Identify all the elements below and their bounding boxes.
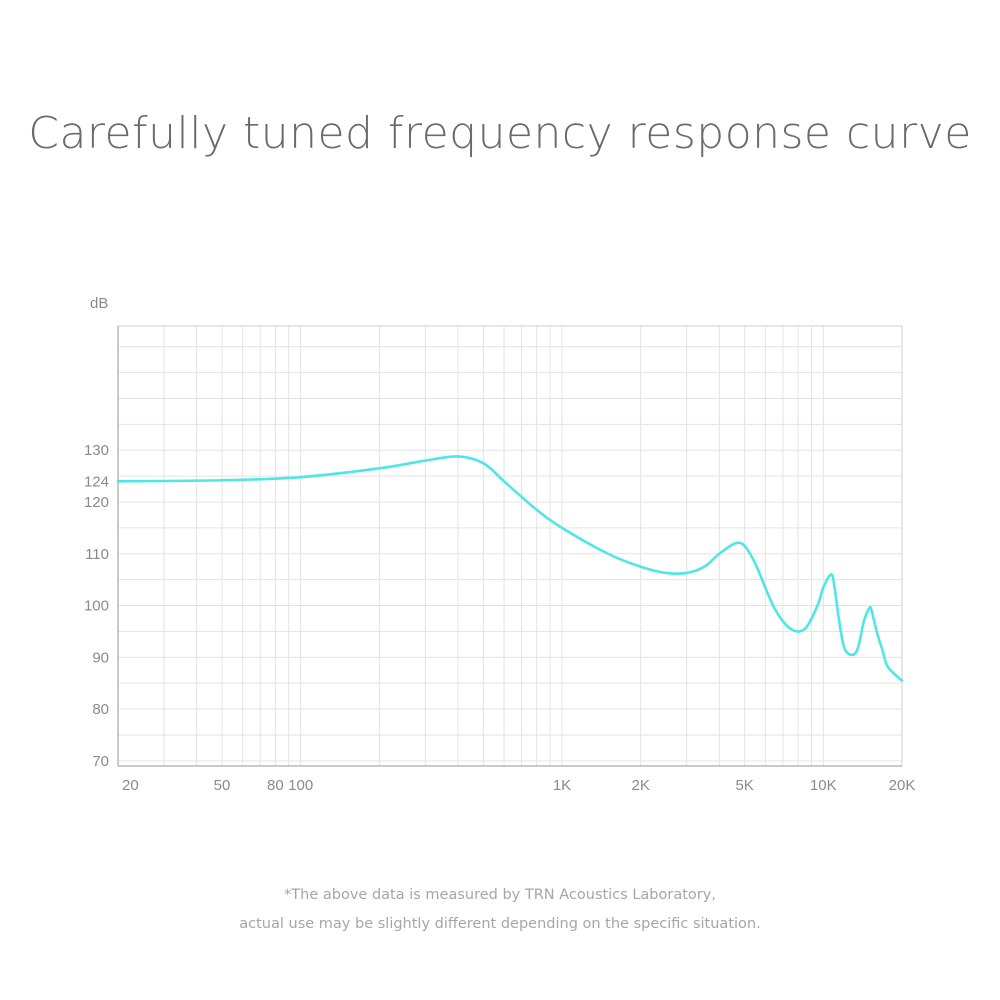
y-tick-label: 124	[84, 473, 109, 490]
x-tick-label: 10K	[810, 777, 837, 794]
y-tick-label: 120	[84, 494, 109, 511]
y-tick-labels: 70 80 90 100 110 120 124 130	[84, 442, 109, 770]
x-tick-label: 20	[122, 777, 139, 794]
chart-grid	[118, 326, 902, 766]
x-tick-label: 1K	[553, 777, 571, 794]
frequency-response-line	[116, 455, 904, 682]
y-tick-label: 110	[85, 546, 109, 563]
footnote-line-1: *The above data is measured by TRN Acous…	[284, 887, 716, 903]
y-tick-label: 130	[84, 442, 109, 459]
x-tick-labels: 20 50 80 100 1K 2K 5K 10K 20K	[122, 777, 915, 794]
plot-frame	[117, 325, 903, 767]
x-tick-label: 100	[288, 777, 313, 794]
y-tick-label: 80	[92, 701, 109, 718]
page-title: Carefully tuned frequency response curve	[28, 108, 972, 159]
x-tick-label: 2K	[631, 777, 649, 794]
y-axis-unit: dB	[90, 295, 108, 312]
y-tick-label: 70	[92, 753, 109, 770]
y-tick-label: 90	[92, 649, 109, 666]
footnote-line-2: actual use may be slightly different dep…	[239, 916, 761, 932]
x-tick-label: 20K	[889, 777, 916, 794]
x-tick-label: 80	[267, 777, 284, 794]
x-tick-label: 50	[214, 777, 231, 794]
x-tick-label: 5K	[735, 777, 753, 794]
y-tick-label: 100	[84, 598, 109, 615]
